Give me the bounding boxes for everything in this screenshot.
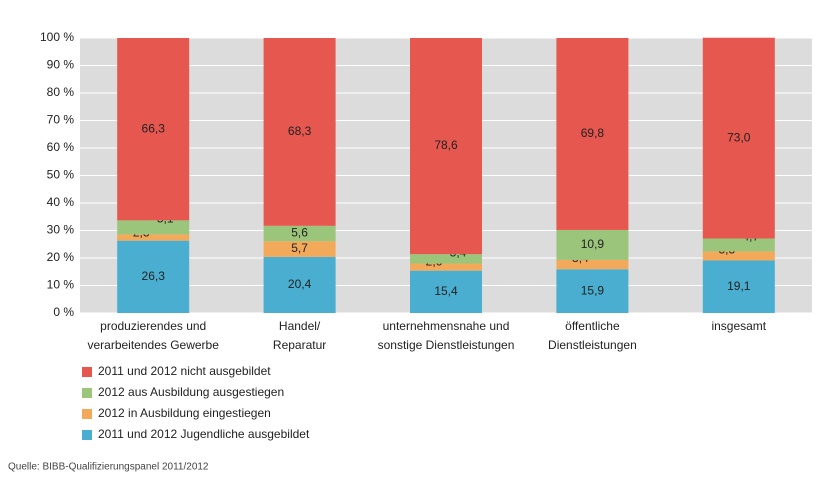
bar-segment: [410, 254, 482, 264]
source: Quelle: BIBB-Qualifizierungspanel 2011/2…: [8, 462, 209, 473]
bar-segment: [117, 38, 190, 221]
legend-label: 2012 aus Ausbildung ausgestiegen: [98, 385, 284, 399]
value-label: 68,3: [288, 124, 312, 138]
bar-segment: [117, 220, 190, 235]
bar-segment: [556, 38, 629, 230]
x-tick-label: Handel/: [279, 319, 321, 333]
y-tick-label: 90 %: [47, 58, 75, 72]
value-label: 5,7: [291, 241, 308, 255]
value-label: 26,3: [142, 269, 166, 283]
x-tick-label: produzierendes und: [100, 319, 206, 333]
y-tick-label: 80 %: [47, 85, 75, 99]
value-label: 78,6: [434, 138, 458, 152]
legend-swatch: [82, 367, 92, 377]
bar-segment: [410, 38, 482, 255]
value-label: 19,1: [727, 279, 751, 293]
bar-segment: [410, 270, 482, 313]
bar-segment: [263, 256, 336, 313]
y-tick-label: 70 %: [47, 113, 75, 127]
value-label: 69,8: [581, 126, 605, 140]
y-tick-label: 40 %: [47, 195, 75, 209]
value-label: 73,0: [727, 130, 751, 144]
bar-segment: [117, 234, 190, 241]
legend-swatch: [82, 409, 92, 419]
bar-segment: [556, 229, 629, 260]
bar-segment: [702, 260, 775, 313]
value-label: 66,3: [142, 121, 166, 135]
legend-label: 2011 und 2012 nicht ausgebildet: [98, 364, 271, 378]
legend-label: 2012 in Ausbildung eingestiegen: [98, 406, 271, 420]
bar-segment: [263, 241, 336, 257]
value-label: 5,6: [291, 226, 308, 240]
bar-segment: [702, 251, 775, 261]
value-label: 20,4: [288, 277, 312, 291]
y-tick-label: 50 %: [47, 168, 75, 182]
bar-segment: [702, 238, 775, 252]
x-tick-label: Dienstleistungen: [548, 338, 637, 352]
bar-segment: [117, 240, 190, 313]
bar-segment: [556, 259, 629, 270]
y-tick-label: 10 %: [47, 278, 75, 292]
legend-swatch: [82, 388, 92, 398]
value-label: 10,9: [581, 237, 605, 251]
y-tick-label: 60 %: [47, 140, 75, 154]
bar-segment: [263, 38, 336, 226]
value-label: 15,9: [581, 283, 605, 297]
y-tick-label: 100 %: [40, 30, 74, 44]
x-tick-label: Reparatur: [273, 338, 326, 352]
x-tick-label: öffentliche: [565, 319, 620, 333]
y-tick-label: 0 %: [53, 305, 74, 319]
y-tick-label: 30 %: [47, 223, 75, 237]
legend-label: 2011 und 2012 Jugendliche ausgebildet: [98, 427, 310, 441]
bar-segment: [702, 37, 775, 239]
x-tick-label: verarbeitendes Gewerbe: [87, 338, 219, 352]
value-label: 15,4: [434, 284, 458, 298]
x-tick-label: insgesamt: [711, 319, 766, 333]
bar-segment: [263, 225, 336, 242]
y-tick-label: 20 %: [47, 250, 75, 264]
x-tick-label: unternehmensnahe und: [383, 319, 510, 333]
bar-segment: [556, 269, 629, 313]
bar-segment: [410, 263, 482, 271]
legend-swatch: [82, 430, 92, 440]
x-tick-label: sonstige Dienstleistungen: [378, 338, 515, 352]
